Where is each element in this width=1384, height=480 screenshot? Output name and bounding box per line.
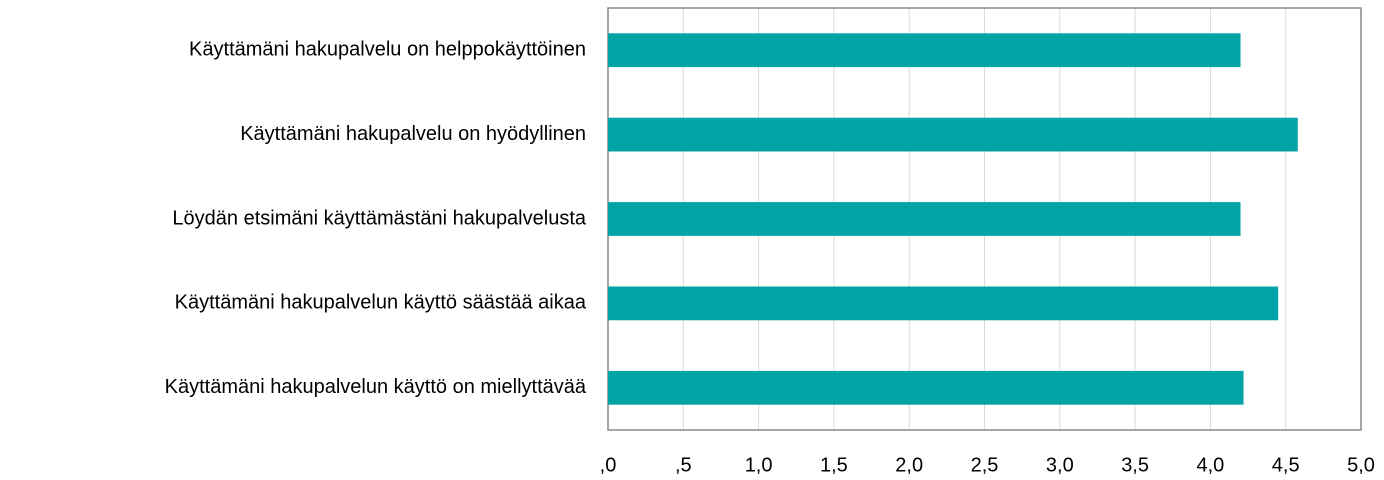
x-tick-label: 4,5 [1272,454,1300,476]
x-tick-label: 5,0 [1347,454,1375,476]
x-tick-label: 2,0 [895,454,923,476]
bar [608,370,1244,405]
y-tick-label: Käyttämäni hakupalvelun käyttö on mielly… [165,376,587,398]
bar [608,286,1279,321]
x-tick-label: ,0 [600,454,617,476]
x-tick-label: ,5 [675,454,692,476]
bar [608,33,1241,68]
x-tick-label: 1,5 [820,454,848,476]
bar [608,117,1298,152]
x-tick-label: 3,0 [1046,454,1074,476]
x-tick-label: 3,5 [1121,454,1149,476]
y-tick-label: Löydän etsimäni käyttämästäni hakupalvel… [172,207,586,229]
x-tick-label: 1,0 [745,454,773,476]
bar [608,202,1241,236]
y-tick-label: Käyttämäni hakupalvelu on hyödyllinen [240,123,586,145]
x-tick-label: 2,5 [971,454,999,476]
y-tick-label: Käyttämäni hakupalvelu on helppokäyttöin… [189,38,586,60]
x-tick-label: 4,0 [1196,454,1224,476]
y-tick-label: Käyttämäni hakupalvelun käyttö säästää a… [175,292,587,314]
